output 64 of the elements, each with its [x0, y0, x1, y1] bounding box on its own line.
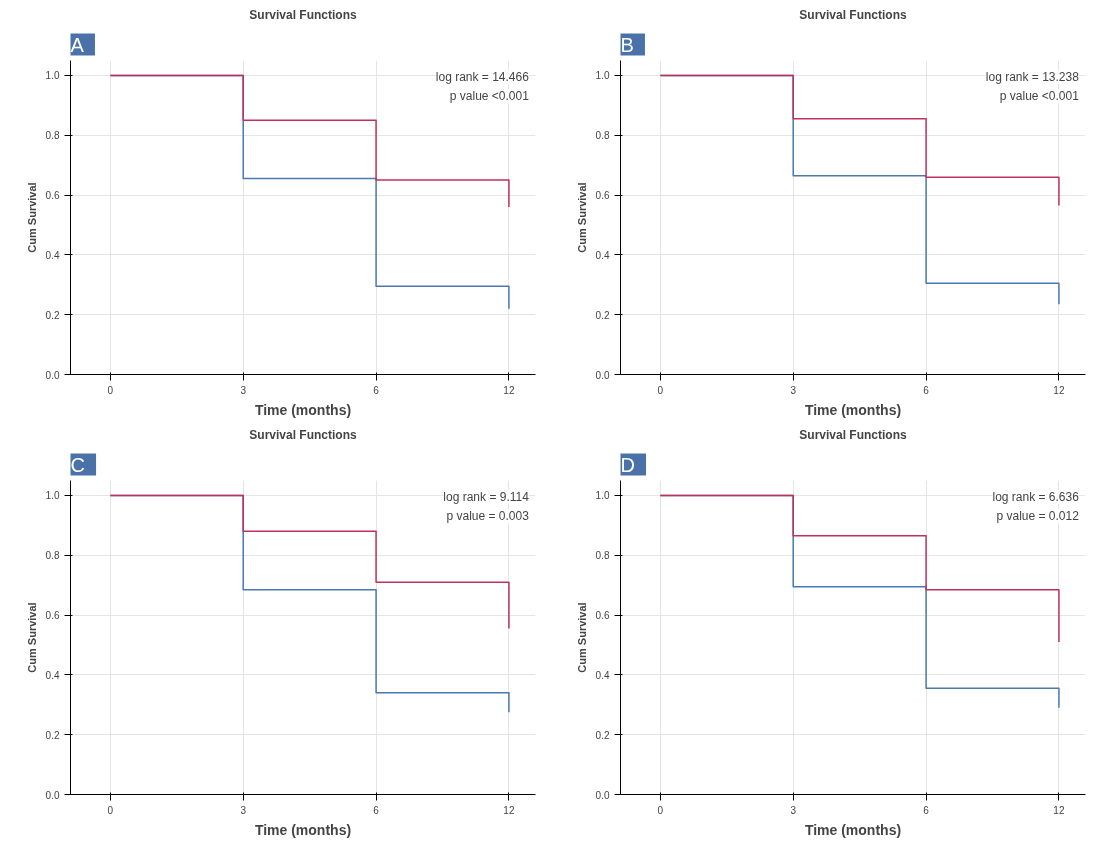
y-tick-label: 1.0 — [45, 70, 60, 82]
annotation: p value <0.001 — [999, 89, 1080, 104]
annotation: log rank = 14.466 — [435, 69, 530, 84]
x-tick-label: 6 — [923, 384, 930, 396]
y-tick-label: 0.4 — [45, 249, 60, 261]
x-tick-label: 6 — [373, 384, 380, 396]
x-tick-label: 3 — [790, 384, 797, 396]
text: B — [620, 33, 634, 56]
x-axis-title: Time (months) — [804, 821, 902, 838]
annotation: log rank = 13.238 — [985, 69, 1080, 84]
y-tick-label: 0.0 — [45, 369, 60, 381]
x-tick-label: 0 — [657, 804, 664, 816]
x-tick-label: 6 — [373, 804, 380, 816]
x-tick-label: 12 — [503, 804, 515, 816]
y-axis-title: Cum Survival — [575, 182, 588, 253]
y-tick-label: 0.8 — [45, 550, 60, 562]
x-tick-label: 12 — [1053, 384, 1065, 396]
text: C — [70, 453, 85, 476]
annotation: log rank = 9.114 — [443, 489, 530, 504]
y-tick-label: 0.8 — [45, 130, 60, 142]
y-tick-label: 0.2 — [595, 729, 610, 741]
y-axis-title: Cum Survival — [25, 602, 38, 673]
x-tick-label: 0 — [107, 804, 114, 816]
text: D — [620, 453, 635, 476]
y-tick-label: 0.6 — [45, 610, 60, 622]
y-tick-label: 0.2 — [45, 309, 60, 321]
y-tick-label: 1.0 — [45, 490, 60, 502]
x-axis-title: Time (months) — [254, 821, 352, 838]
y-tick-label: 1.0 — [595, 70, 610, 82]
x-tick-label: 3 — [790, 804, 797, 816]
x-tick-label: 12 — [503, 384, 515, 396]
annotation: p value = 0.003 — [446, 509, 530, 524]
x-tick-label: 3 — [240, 384, 247, 396]
chart-title: Survival Functions — [249, 7, 357, 22]
y-tick-label: 0.4 — [595, 249, 610, 261]
text: A — [70, 33, 85, 56]
x-tick-label: 12 — [1053, 804, 1065, 816]
annotation: log rank = 6.636 — [992, 489, 1080, 504]
y-tick-label: 0.6 — [595, 610, 610, 622]
annotation: p value = 0.012 — [996, 509, 1080, 524]
y-tick-label: 0.4 — [45, 669, 60, 681]
y-axis-title: Cum Survival — [575, 602, 588, 673]
x-tick-label: 0 — [657, 384, 664, 396]
y-tick-label: 0.6 — [595, 190, 610, 202]
x-axis-title: Time (months) — [254, 401, 352, 418]
y-tick-label: 0.0 — [45, 789, 60, 801]
chart-title: Survival Functions — [799, 7, 907, 22]
y-tick-label: 0.4 — [595, 669, 610, 681]
y-tick-label: 0.6 — [45, 190, 60, 202]
y-tick-label: 0.0 — [595, 369, 610, 381]
chart-title: Survival Functions — [249, 427, 357, 442]
chart-title: Survival Functions — [799, 427, 907, 442]
x-axis-title: Time (months) — [804, 401, 902, 418]
y-tick-label: 0.2 — [45, 729, 60, 741]
y-tick-label: 0.2 — [595, 309, 610, 321]
y-axis-title: Cum Survival — [25, 182, 38, 253]
x-tick-label: 6 — [923, 804, 930, 816]
y-tick-label: 0.8 — [595, 550, 610, 562]
x-tick-label: 0 — [107, 384, 114, 396]
x-tick-label: 3 — [240, 804, 247, 816]
y-tick-label: 0.8 — [595, 130, 610, 142]
annotation: p value <0.001 — [449, 89, 530, 104]
y-tick-label: 0.0 — [595, 789, 610, 801]
y-tick-label: 1.0 — [595, 490, 610, 502]
